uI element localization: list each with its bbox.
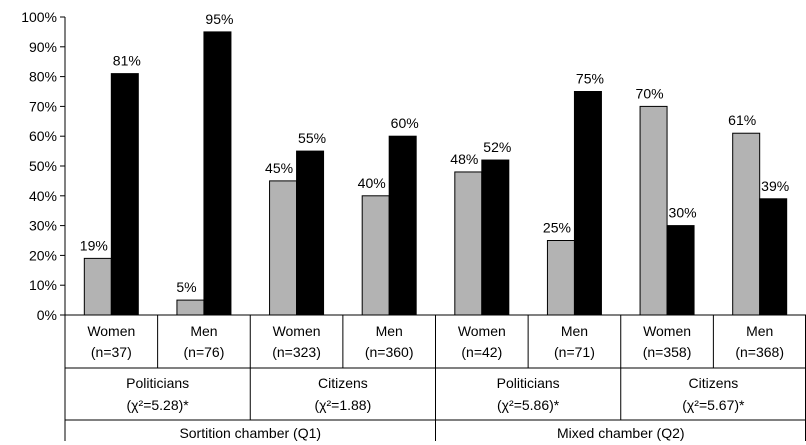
data-label: 52% — [483, 139, 511, 155]
y-tick-label: 10% — [29, 277, 57, 293]
y-tick-label: 90% — [29, 39, 57, 55]
y-tick-label: 50% — [29, 158, 57, 174]
bar-series-1 — [361, 195, 390, 316]
bars-layer — [83, 31, 788, 316]
group-statistic: (χ²=5.28)* — [127, 397, 190, 413]
bar-series-2 — [110, 73, 139, 316]
y-tick-label: 70% — [29, 98, 57, 114]
category-label: Men — [190, 323, 217, 339]
bar-series-2 — [296, 150, 325, 316]
bar-series-1 — [83, 257, 112, 316]
categories-layer: Women (n=37) Men (n=76) Women (n=323) Men (n=36… — [87, 323, 784, 441]
data-label: 75% — [576, 71, 604, 87]
group-statistic: (χ²=5.86)* — [497, 397, 560, 413]
data-label: 25% — [543, 220, 571, 236]
data-label: 95% — [205, 11, 233, 27]
bar-series-1 — [639, 105, 668, 316]
data-label: 39% — [761, 178, 789, 194]
group-label: Citizens — [318, 375, 368, 391]
data-label: 81% — [113, 53, 141, 69]
data-label: 40% — [358, 175, 386, 191]
bar-series-2 — [388, 135, 417, 316]
y-tick-label: 40% — [29, 188, 57, 204]
bar-series-1 — [176, 299, 205, 316]
group-label: Citizens — [688, 375, 738, 391]
category-label: Men — [376, 323, 403, 339]
bar-series-2 — [481, 159, 510, 316]
y-tick-label: 60% — [29, 128, 57, 144]
category-label: Women — [87, 323, 135, 339]
bar-series-1 — [454, 171, 483, 316]
category-label: Men — [561, 323, 588, 339]
data-label: 55% — [298, 130, 326, 146]
category-label: Women — [273, 323, 321, 339]
category-label: Women — [458, 323, 506, 339]
y-tick-label: 80% — [29, 69, 57, 85]
y-tick-label: 30% — [29, 218, 57, 234]
data-label: 45% — [265, 160, 293, 176]
data-label: 61% — [728, 112, 756, 128]
data-label: 30% — [669, 205, 697, 221]
chamber-label: Mixed chamber (Q2) — [557, 425, 685, 441]
category-count: (n=37) — [91, 344, 132, 360]
category-label: Men — [746, 323, 773, 339]
bar-series-2 — [573, 91, 602, 316]
category-count: (n=358) — [643, 344, 692, 360]
category-count: (n=368) — [735, 344, 784, 360]
y-tick-label: 20% — [29, 247, 57, 263]
data-label: 19% — [80, 237, 108, 253]
chamber-label: Sortition chamber (Q1) — [179, 425, 321, 441]
category-count: (n=323) — [272, 344, 321, 360]
y-tick-label: 100% — [21, 9, 57, 25]
category-label: Women — [643, 323, 691, 339]
bar-series-2 — [759, 198, 788, 316]
group-statistic: (χ²=1.88) — [314, 397, 371, 413]
data-label: 60% — [391, 115, 419, 131]
data-label: 70% — [636, 85, 664, 101]
labels-layer: 19% 81% 5% 95% 45% 55% 40% 60% 48% 52% 25% 75% 70% 30… — [80, 11, 789, 295]
bar-series-1 — [546, 240, 575, 316]
category-count: (n=71) — [554, 344, 595, 360]
category-count: (n=42) — [461, 344, 502, 360]
category-count: (n=76) — [184, 344, 225, 360]
y-tick-label: 0% — [37, 307, 57, 323]
bar-series-2 — [666, 225, 695, 316]
bar-series-1 — [732, 132, 761, 316]
group-label: Politicians — [497, 375, 560, 391]
category-count: (n=360) — [365, 344, 414, 360]
group-statistic: (χ²=5.67)* — [682, 397, 745, 413]
bar-series-1 — [269, 180, 298, 316]
group-label: Politicians — [126, 375, 189, 391]
bar-series-2 — [203, 31, 232, 316]
data-label: 5% — [176, 279, 196, 295]
data-label: 48% — [450, 151, 478, 167]
